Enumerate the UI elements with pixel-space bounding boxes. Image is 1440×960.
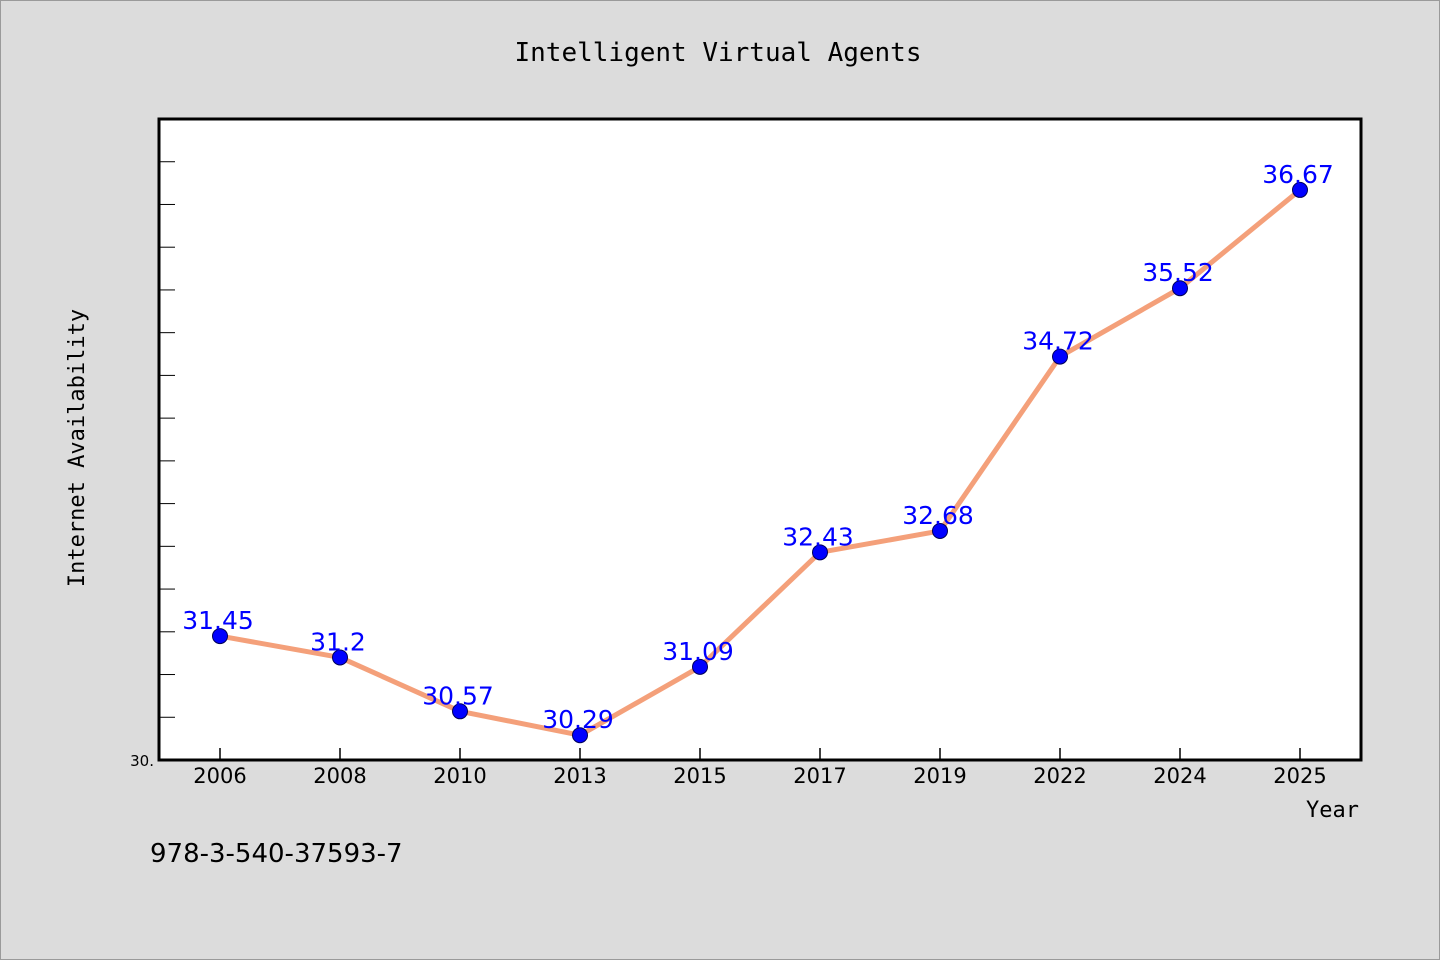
data-point: [1172, 280, 1188, 297]
x-tick-label: 2017: [793, 764, 846, 788]
data-point: [812, 544, 828, 561]
x-tick-label: 2010: [433, 764, 486, 788]
data-label: 31.45: [182, 606, 254, 635]
x-tick-label: 2008: [313, 764, 366, 788]
data-label: 35.52: [1142, 258, 1214, 287]
x-tick-label: 2013: [553, 764, 606, 788]
data-point: [1052, 348, 1068, 365]
data-label: 31.09: [662, 637, 734, 666]
data-point: [1292, 181, 1308, 198]
x-tick-label: 2024: [1153, 764, 1206, 788]
data-point: [332, 649, 348, 666]
data-point: [212, 628, 228, 645]
plot-area: [157, 117, 1363, 762]
x-tick-label: 2022: [1033, 764, 1086, 788]
data-label: 36.67: [1262, 160, 1334, 189]
series-line: [217, 187, 1303, 738]
chart-title: Intelligent Virtual Agents: [515, 38, 922, 68]
data-label: 30.29: [542, 705, 614, 734]
data-label: 34.72: [1022, 327, 1094, 356]
x-tick-label: 2006: [193, 764, 246, 788]
x-axis-title: Year: [1306, 798, 1359, 823]
x-axis-ticks: 2006 2008 2010 2013 2015 2017 2019 2022 2024 2025: [193, 748, 1327, 788]
x-tick-label: 2015: [673, 764, 726, 788]
data-point: [932, 522, 948, 539]
x-tick-label: 2019: [913, 764, 966, 788]
data-point: [692, 658, 708, 675]
y-axis-title: Internet Availability: [65, 309, 90, 587]
data-label: 31.2: [310, 627, 366, 656]
isbn-note: 978-3-540-37593-7: [150, 839, 403, 869]
y-tick-label: 30.: [130, 752, 154, 770]
x-tick-label: 2025: [1273, 764, 1326, 788]
data-point: [572, 727, 588, 744]
series-layer: 31.45 31.2 30.57 30.29 31.09 32.43 32.68 34.72 3…: [182, 160, 1334, 744]
data-label: 30.57: [422, 681, 494, 710]
data-label: 32.68: [902, 501, 974, 530]
y-axis-ticks: [159, 161, 175, 718]
data-label: 32.43: [782, 522, 854, 551]
data-point: [452, 703, 468, 720]
